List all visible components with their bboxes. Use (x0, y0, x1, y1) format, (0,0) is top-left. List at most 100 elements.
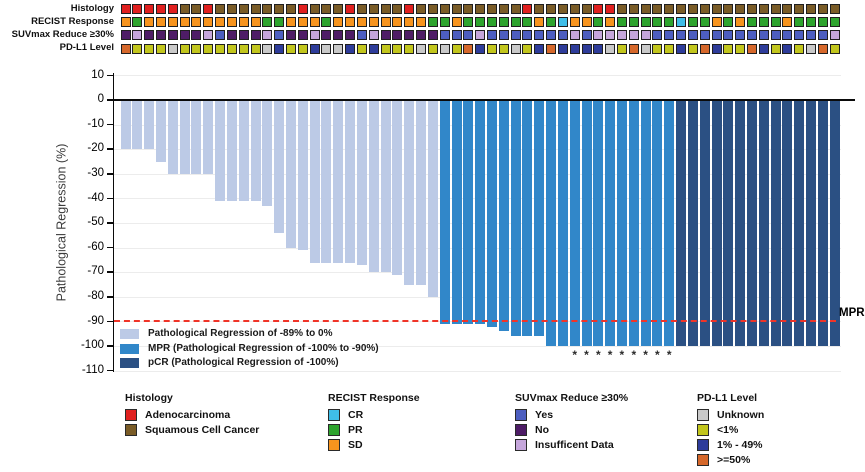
annotation-square (380, 30, 391, 41)
legend-swatch (515, 424, 527, 436)
annotation-square (392, 43, 403, 54)
waterfall-bar (463, 100, 474, 325)
annotation-square (167, 43, 178, 54)
annotation-square (274, 43, 285, 54)
annotation-square (144, 43, 155, 54)
annotation-square (676, 4, 686, 14)
legend-group-title: RECIST Response (328, 392, 420, 404)
waterfall-bar (557, 100, 568, 347)
waterfall-bar (735, 100, 746, 347)
gridline (114, 75, 841, 77)
annotation-square (794, 17, 805, 28)
annotation-square (652, 4, 663, 14)
legend-item: <1% (697, 423, 865, 438)
annotation-square (156, 43, 166, 54)
annotation-square (286, 4, 296, 14)
annotation-square (628, 17, 639, 28)
annotation-square (486, 4, 497, 14)
annotation-square (226, 4, 237, 14)
annotation-square (687, 17, 698, 28)
plot-legend-item: MPR (Pathological Regression of -100% to… (120, 342, 540, 355)
annotation-square (333, 30, 344, 41)
y-tick-label: -90 (87, 314, 104, 327)
annotation-square (829, 43, 840, 54)
annotation-square (250, 17, 261, 28)
y-tick-label: -70 (87, 265, 104, 278)
annotation-square (593, 17, 604, 28)
annotation-square (534, 30, 545, 41)
annotation-square (640, 4, 651, 14)
waterfall-bar (534, 100, 545, 337)
waterfall-bar (664, 100, 675, 347)
annotation-square (392, 30, 403, 41)
annotation-square (368, 4, 379, 14)
annotation-square (747, 30, 757, 41)
annotation-square (735, 4, 746, 14)
asterisk-marker: * (643, 348, 648, 362)
annotation-square (144, 30, 155, 41)
annotation-square (120, 17, 131, 28)
annotation-square (321, 4, 332, 14)
annotation-square (274, 17, 285, 28)
annotation-square (782, 17, 793, 28)
annotation-square (817, 17, 828, 28)
y-tick (107, 123, 113, 126)
waterfall-bar (309, 100, 320, 263)
annotation-square (676, 30, 686, 41)
waterfall-bar (569, 100, 580, 347)
annotation-square (652, 43, 663, 54)
annotation-square (427, 43, 438, 54)
waterfall-bar (747, 100, 757, 347)
y-tick-label: -30 (87, 167, 104, 179)
gridline (114, 370, 841, 372)
waterfall-bar (286, 100, 296, 248)
asterisk-marker: * (631, 348, 637, 362)
annotation-square (156, 4, 166, 14)
waterfall-bar (605, 100, 616, 347)
waterfall-bar (203, 100, 214, 175)
waterfall-bar (676, 100, 686, 347)
annotation-square (132, 30, 143, 41)
annotation-square (747, 4, 757, 14)
y-tick-label: -110 (81, 363, 104, 376)
annotation-square (723, 30, 734, 41)
waterfall-bar (132, 100, 143, 150)
annotation-square (345, 30, 356, 41)
annotation-square (226, 30, 237, 41)
legend-group-title: Histology (125, 392, 173, 404)
y-tick-label: -40 (87, 191, 104, 204)
annotation-square (215, 43, 226, 54)
annotation-square (297, 17, 308, 28)
annotation-square (723, 17, 734, 28)
annotation-square (758, 4, 769, 14)
annotation-square (546, 17, 556, 28)
annotation-square (368, 17, 379, 28)
annotation-square (392, 4, 403, 14)
waterfall-bar (829, 100, 840, 347)
legend-item-label: >=50% (717, 454, 751, 466)
annotation-square (522, 4, 533, 14)
y-tick (107, 99, 113, 101)
legend-swatch (125, 409, 137, 421)
annotation-square (758, 43, 769, 54)
legend-item: Yes (515, 408, 715, 423)
annotation-square (156, 30, 166, 41)
annotation-square (711, 30, 722, 41)
annotation-square (416, 17, 426, 28)
annotation-square (439, 43, 450, 54)
annotation-square (297, 4, 308, 14)
annotation-square (321, 43, 332, 54)
annotation-square (616, 4, 627, 14)
annotation-square (687, 4, 698, 14)
waterfall-bar (427, 100, 438, 298)
annotation-square (167, 30, 178, 41)
waterfall-bar (475, 100, 486, 325)
annotation-square (782, 4, 793, 14)
annotation-square (179, 43, 190, 54)
legend-swatch (515, 439, 527, 451)
annotation-square (616, 17, 627, 28)
annotation-square (486, 43, 497, 54)
plot-legend-label: MPR (Pathological Regression of -100% to… (148, 342, 379, 354)
annotation-square (687, 30, 698, 41)
waterfall-bar (782, 100, 793, 347)
